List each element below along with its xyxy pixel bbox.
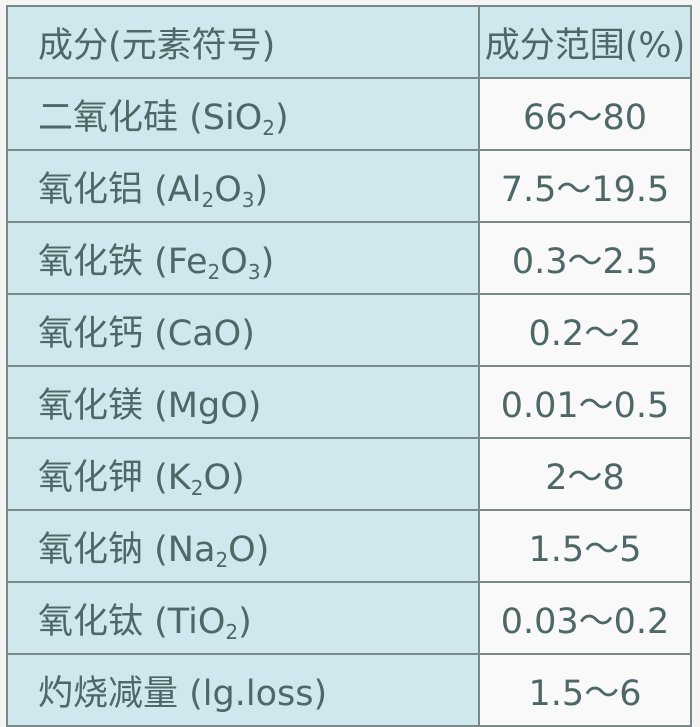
formula-subscript: 2 [201, 187, 215, 212]
header-component: 成分(元素符号) [6, 5, 480, 79]
chemical-formula: (lg.loss) [189, 674, 327, 714]
formula-subscript: 3 [241, 187, 255, 212]
chemical-formula: (Al2O3) [154, 169, 269, 212]
chemical-formula: (SiO2) [189, 97, 289, 140]
table-row: 氧化钛 (TiO2) 0.03～0.2 [6, 581, 692, 655]
formula-subscript: 2 [190, 475, 204, 500]
component-cell: 二氧化硅 (SiO2) [6, 77, 480, 151]
table-row: 氧化钙 (CaO) 0.2～2 [6, 293, 692, 367]
formula-text: (K [154, 457, 191, 498]
table-row: 氧化镁 (MgO) 0.01～0.5 [6, 365, 692, 439]
range-cell: 1.5～6 [478, 653, 692, 727]
composition-table: 成分(元素符号) 成分范围(%) 二氧化硅 (SiO2) 66～80 氧化铝 (Al… [6, 5, 692, 727]
formula-text: (lg.loss) [189, 673, 328, 714]
component-cell: 氧化镁 (MgO) [6, 365, 480, 439]
component-name: 氧化钙 [38, 313, 155, 354]
chemical-formula: (TiO2) [154, 601, 252, 644]
component-name: 氧化镁 [38, 385, 155, 426]
component-cell: 灼烧减量 (lg.loss) [6, 653, 480, 727]
formula-subscript: 2 [262, 115, 276, 140]
formula-text: O) [228, 529, 270, 570]
range-cell: 0.3～2.5 [478, 221, 692, 295]
formula-subscript: 2 [207, 259, 221, 284]
formula-text: O [214, 169, 242, 210]
header-range: 成分范围(%) [478, 5, 692, 79]
component-cell: 氧化钾 (K2O) [6, 437, 480, 511]
table-row: 氧化铁 (Fe2O3) 0.3～2.5 [6, 221, 692, 295]
range-cell: 1.5～5 [478, 509, 692, 583]
component-name: 氧化钾 [38, 457, 155, 498]
component-cell: 氧化钠 (Na2O) [6, 509, 480, 583]
table-body: 成分(元素符号) 成分范围(%) 二氧化硅 (SiO2) 66～80 氧化铝 (Al… [6, 5, 692, 727]
chemical-formula: (Fe2O3) [154, 241, 275, 284]
table-row: 二氧化硅 (SiO2) 66～80 [6, 77, 692, 151]
header-row: 成分(元素符号) 成分范围(%) [6, 5, 692, 79]
table-row: 氧化钾 (K2O) 2～8 [6, 437, 692, 511]
component-name: 二氧化硅 [38, 97, 190, 138]
component-name: 氧化钠 [38, 529, 155, 570]
chemical-formula: (K2O) [154, 457, 245, 500]
formula-text: (CaO) [154, 313, 255, 354]
component-cell: 氧化铝 (Al2O3) [6, 149, 480, 223]
chemical-formula: (Na2O) [154, 529, 270, 572]
component-name: 氧化钛 [38, 601, 155, 642]
component-name: 氧化铝 [38, 169, 155, 210]
formula-text: ) [275, 97, 289, 138]
formula-text: (TiO [154, 601, 226, 642]
range-cell: 7.5～19.5 [478, 149, 692, 223]
formula-text: (Fe [154, 241, 208, 282]
range-cell: 0.01～0.5 [478, 365, 692, 439]
formula-subscript: 2 [225, 619, 239, 644]
formula-subscript: 2 [215, 547, 229, 572]
formula-text: (Al [154, 169, 202, 210]
component-name: 灼烧减量 [38, 673, 190, 714]
formula-text: O) [203, 457, 245, 498]
range-cell: 2～8 [478, 437, 692, 511]
range-cell: 0.03～0.2 [478, 581, 692, 655]
component-name: 氧化铁 [38, 241, 155, 282]
chemical-formula: (MgO) [154, 386, 261, 426]
formula-text: ) [260, 241, 275, 282]
chemical-formula: (CaO) [154, 314, 255, 354]
component-cell: 氧化钙 (CaO) [6, 293, 480, 367]
formula-text: (SiO [189, 97, 263, 138]
formula-text: (Na [154, 529, 216, 570]
range-cell: 66～80 [478, 77, 692, 151]
formula-text: (MgO) [154, 385, 262, 426]
formula-text: O [220, 241, 248, 282]
component-cell: 氧化钛 (TiO2) [6, 581, 480, 655]
formula-text: ) [254, 169, 269, 210]
table-row: 氧化钠 (Na2O) 1.5～5 [6, 509, 692, 583]
formula-text: ) [238, 601, 252, 642]
formula-subscript: 3 [247, 259, 261, 284]
range-cell: 0.2～2 [478, 293, 692, 367]
component-cell: 氧化铁 (Fe2O3) [6, 221, 480, 295]
table-row: 灼烧减量 (lg.loss) 1.5～6 [6, 653, 692, 727]
table-row: 氧化铝 (Al2O3) 7.5～19.5 [6, 149, 692, 223]
